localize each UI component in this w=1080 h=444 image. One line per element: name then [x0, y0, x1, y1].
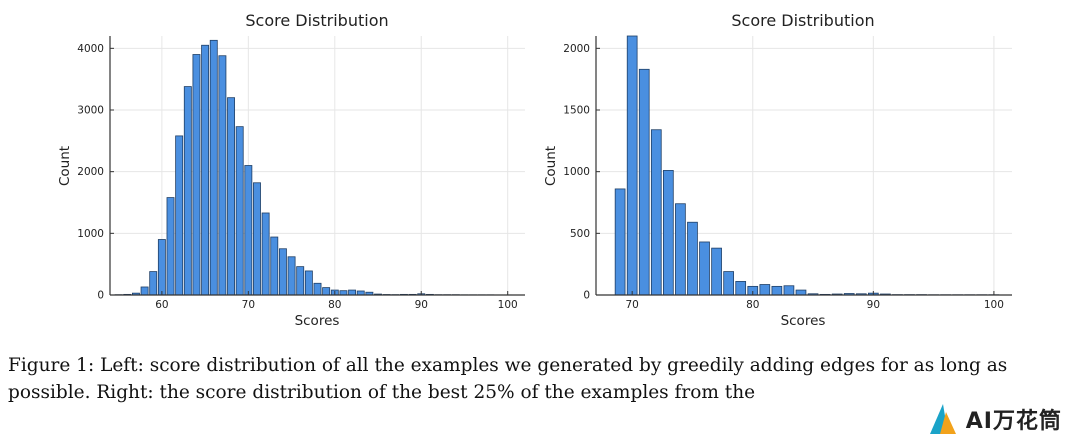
left-bar	[244, 165, 253, 296]
right-bar	[687, 221, 698, 296]
chart-right: Score Distribution Scores Count 70 80 90 10…	[543, 11, 1012, 329]
right-bar	[723, 271, 734, 296]
chart-left-title: Score Distribution	[245, 11, 388, 30]
right-bar	[711, 247, 722, 296]
left-bar	[209, 39, 218, 296]
right-x-tick-label: 70	[625, 299, 638, 311]
left-y-tick-label: 0	[97, 290, 104, 302]
left-x-tick-label: 100	[498, 299, 518, 311]
right-bar	[614, 188, 626, 296]
left-bar	[304, 270, 313, 296]
right-bar	[650, 129, 662, 296]
right-bar	[626, 35, 638, 296]
right-bar	[663, 170, 674, 296]
right-bar	[795, 289, 807, 296]
left-bar	[261, 212, 270, 296]
chart-right-xlabel: Scores	[781, 313, 826, 329]
right-y-tick-label: 1500	[563, 105, 590, 117]
left-x-tick-label: 70	[242, 299, 255, 311]
watermark-text: AI万花筒	[965, 409, 1062, 434]
right-bar	[759, 284, 771, 296]
chart-right-title: Score Distribution	[731, 11, 874, 30]
left-x-tick-label: 60	[155, 299, 168, 311]
left-bar	[322, 287, 331, 296]
left-bar	[313, 282, 322, 296]
left-bar	[166, 197, 175, 296]
left-x-tick-label: 90	[415, 299, 428, 311]
left-bar	[140, 286, 149, 296]
right-bar	[735, 281, 747, 296]
chart-right-ylabel: Count	[543, 146, 559, 186]
left-bar	[157, 239, 166, 296]
chart-left: Score Distribution Scores Count 60 70 80 90…	[57, 11, 525, 329]
left-bar	[183, 86, 192, 296]
left-bar	[253, 182, 261, 296]
right-bar	[699, 241, 710, 296]
chart-left-ylabel: Count	[57, 146, 73, 186]
left-x-tick-label: 80	[328, 299, 341, 311]
caption-text: Left: score distribution of all the exam…	[8, 355, 1008, 403]
left-bar	[287, 256, 296, 296]
right-x-tick-label: 80	[746, 299, 759, 311]
right-bar	[675, 203, 686, 296]
sail-logo-icon	[929, 404, 956, 434]
charts-figure: Score Distribution Scores Count 60 70 80 90…	[57, 11, 1012, 329]
right-y-tick-label: 2000	[563, 43, 590, 55]
right-x-tick-label: 100	[984, 299, 1004, 311]
chart-left-xlabel: Scores	[295, 313, 340, 329]
watermark-logo: AI万花筒	[921, 400, 1066, 438]
left-bar	[296, 266, 305, 296]
left-bar	[339, 290, 348, 296]
left-bar	[348, 289, 357, 296]
right-bar	[783, 285, 795, 296]
right-y-tick-label: 0	[583, 290, 590, 302]
left-y-tick-label: 2000	[77, 166, 104, 178]
left-bar	[175, 135, 184, 296]
left-y-tick-label: 1000	[77, 228, 104, 240]
left-bar	[356, 290, 365, 296]
left-bar	[192, 54, 201, 296]
right-bar	[638, 68, 650, 296]
right-x-tick-label: 90	[867, 299, 880, 311]
right-y-tick-label: 1000	[563, 166, 590, 178]
left-bar	[149, 271, 158, 296]
left-bar	[227, 97, 235, 296]
left-bar	[201, 44, 210, 296]
figure-caption: Figure 1: Left: score distribution of al…	[8, 352, 1074, 406]
left-bar	[270, 236, 279, 296]
caption-label: Figure 1:	[8, 355, 95, 376]
left-y-tick-label: 3000	[77, 105, 104, 117]
left-bar	[278, 248, 287, 296]
left-bar	[218, 55, 227, 296]
right-y-tick-label: 500	[570, 228, 590, 240]
right-bar	[771, 285, 783, 296]
left-y-tick-label: 4000	[77, 43, 104, 55]
left-bar	[235, 126, 244, 296]
